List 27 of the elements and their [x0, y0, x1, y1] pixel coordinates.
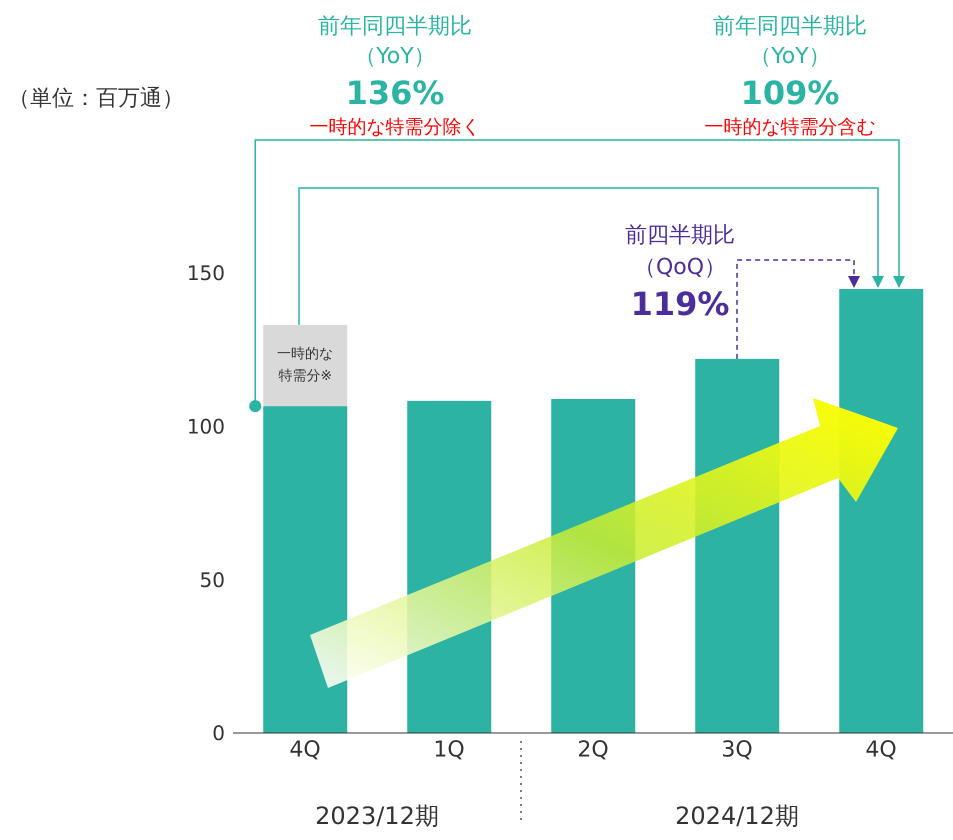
x-tick-label: 1Q — [433, 738, 465, 763]
bar — [263, 324, 348, 406]
x-tick-label: 4Q — [289, 738, 321, 763]
x-tick-label: 3Q — [721, 738, 753, 763]
text: 2023/12期 — [314, 801, 440, 832]
y-tick-label: 0 — [212, 721, 225, 746]
text: 前四半期比 — [624, 222, 736, 250]
text: 2024/12期 — [674, 801, 800, 832]
annotation: 119% — [630, 284, 730, 324]
text: （単位：百万通） — [8, 85, 184, 113]
text: 136% — [344, 73, 446, 114]
series-label: 一時的な特需分※ — [276, 345, 334, 386]
bar — [263, 406, 348, 733]
annotation: （QoQ） — [632, 254, 728, 282]
text: （YoY） — [748, 43, 832, 71]
y-tick-label: 100 — [186, 414, 225, 438]
x-tick-label: 4Q — [865, 738, 897, 763]
text: 一時的な特需分除く — [308, 115, 482, 140]
text: 一時的な特需分含む — [704, 115, 876, 140]
y-tick-label: 150 — [186, 261, 225, 286]
text: 109% — [740, 73, 840, 114]
bar — [839, 288, 924, 733]
text: 前年同四半期比 — [317, 13, 473, 41]
text: 前年同四半期比 — [712, 13, 868, 41]
text: （YoY） — [353, 43, 437, 71]
y-tick-label: 50 — [200, 568, 225, 592]
x-tick-label: 2Q — [577, 738, 609, 763]
